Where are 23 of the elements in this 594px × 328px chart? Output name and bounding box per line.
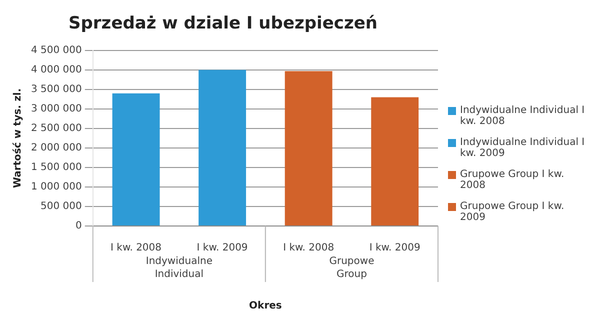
y-axis-title: Wartość w tys. zl. [12, 88, 24, 188]
text: Indywidualne Individual [146, 256, 212, 280]
x-tick-label: I kw. 2009 [369, 242, 420, 254]
y-tick-label: 0 [76, 220, 82, 232]
legend-label: Indywidualne Individual I kw. 2008 [460, 105, 586, 127]
legend-label: Indywidualne Individual I kw. 2009 [460, 137, 586, 159]
y-tick-label: 1 500 000 [30, 162, 82, 174]
x-tick-label: I kw. 2008 [110, 242, 162, 254]
x-tick-label: I kw. 2009 [196, 242, 248, 254]
y-tick-label: 4 500 000 [30, 44, 82, 56]
text: Grupowe Group [329, 256, 374, 280]
y-tick-label: 4 000 000 [30, 64, 82, 76]
legend-label: Grupowe Group I kw. 2008 [460, 169, 566, 191]
y-tick-label: 3 500 000 [30, 84, 82, 96]
y-tick-label: 500 000 [40, 201, 82, 212]
legend-label: Grupowe Group I kw. 2009 [460, 201, 566, 223]
y-tick-label: 1 000 000 [30, 182, 82, 193]
y-tick-label: 2 500 000 [30, 123, 82, 134]
y-tick-label: 3 000 000 [30, 104, 82, 115]
y-tick-label: 2 000 000 [30, 142, 82, 154]
x-axis-title: Okres [249, 300, 282, 312]
x-tick-label: I kw. 2008 [283, 242, 334, 254]
chart-title: Sprzedaż w dziale I ubezpieczeń [68, 14, 378, 34]
